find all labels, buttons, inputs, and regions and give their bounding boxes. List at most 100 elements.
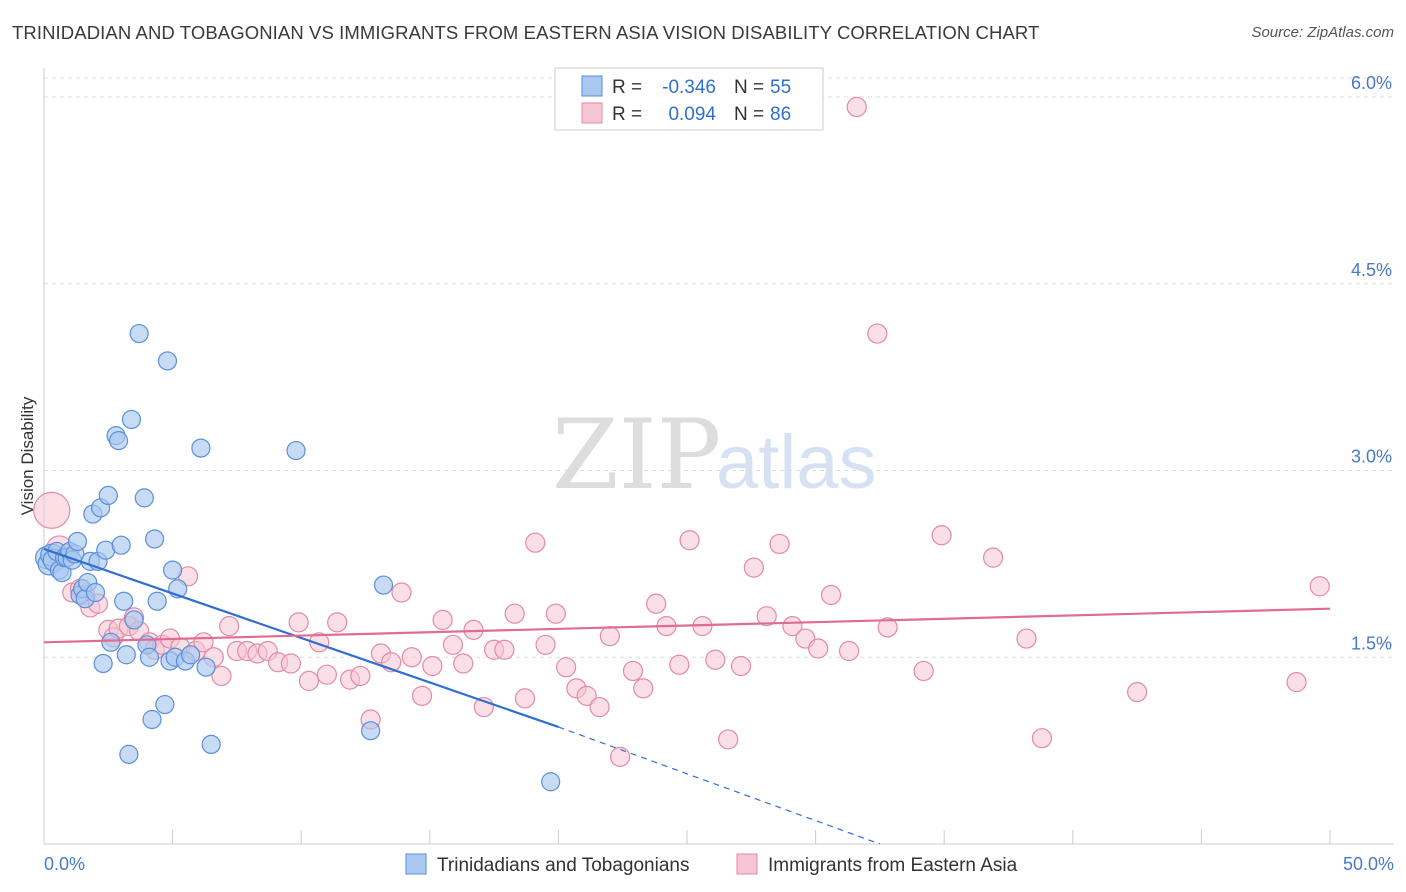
blue-point [111,535,131,555]
x-ticks [43,830,1331,844]
y-axis-label: Vision Disability [18,396,37,515]
pink-point [769,533,790,555]
pink-point [756,606,777,627]
blue-point [157,351,178,371]
bottom-legend: Trinidadians and Tobagonians Immigrants … [405,853,1018,876]
blue-point [541,772,561,792]
pink-point [730,655,752,677]
blue-point [286,440,306,461]
pink-point [1126,682,1148,703]
pink-point [982,547,1004,568]
pink-point [808,638,829,659]
pink-point [288,612,309,633]
pink-point [309,632,330,653]
pink-point [411,685,433,706]
pink-point [1031,728,1053,749]
y-tick-label: 6.0% [1351,73,1392,93]
legend-r-label-2: R = [612,104,642,125]
pink-point [422,655,443,677]
pink-point [782,616,803,637]
pink-point [610,746,631,767]
pink-point [718,729,739,750]
x-tick-label-max: 50.0% [1343,854,1394,874]
pink-point [442,634,464,655]
pink-point [525,532,546,553]
blue-point [93,653,113,674]
pink-point [669,654,690,675]
pink-point [316,664,338,685]
pink-point [401,647,422,668]
blue-point [163,560,183,580]
blue-point [191,438,211,458]
pink-point [432,609,453,631]
legend-n-label-2: N = [734,104,764,125]
legend-swatch-pink [581,102,603,124]
blue-point [119,744,139,764]
pink-point [219,616,240,637]
blue-point [361,721,381,741]
series-trinidadian-points [34,323,561,792]
blue-point [129,323,149,344]
y-tick-label: 4.5% [1351,260,1392,280]
pink-point [846,96,867,118]
pink-point [1016,628,1037,649]
pink-point [33,491,71,529]
pink-point [599,625,620,647]
pink-point [556,657,577,678]
pink-point [622,660,644,682]
pink-point [931,525,952,546]
blue-point [196,657,216,677]
pink-point [1309,576,1330,597]
blue-point [147,591,167,611]
blue-point [98,485,118,505]
pink-point [913,660,934,682]
blue-point [114,591,134,611]
pink-point [743,557,764,578]
bottom-legend-label-2: Immigrants from Eastern Asia [768,855,1018,876]
pink-point [280,653,302,674]
blue-point [134,488,154,508]
pink-trend-line [43,607,1331,644]
legend-n-value-2: 86 [770,104,791,125]
y-tick-labels: 1.5% 3.0% 4.5% 6.0% [1351,73,1392,653]
x-tick-label-min: 0.0% [44,854,85,874]
pink-point [679,530,700,551]
blue-point [67,531,88,552]
legend-swatch-blue [581,75,603,97]
bottom-legend-label-1: Trinidadians and Tobagonians [437,855,689,876]
pink-point [838,640,860,662]
pink-point [391,582,412,603]
legend-r-value-1: -0.346 [662,77,716,98]
pink-point [453,653,474,674]
pink-point [298,670,320,692]
legend-n-value-1: 55 [770,77,791,98]
pink-point [545,603,566,624]
blue-point [181,645,201,665]
bottom-legend-swatch-blue [405,853,427,875]
blue-trend-extension [558,726,881,845]
pink-point [646,593,667,614]
blue-trend-line [43,547,559,729]
pink-point [211,665,232,687]
source-label: Source: ZipAtlas.com [1251,24,1394,41]
pink-point [589,696,610,718]
legend-box: R = -0.346 N = 55 R = 0.094 N = 86 [554,67,824,131]
pink-point [576,685,597,706]
pink-point [867,323,888,344]
pink-point [877,617,898,638]
blue-point [144,529,165,549]
blue-point [101,632,121,652]
blue-point [121,409,142,430]
blue-point [116,645,136,665]
pink-point [327,612,348,633]
blue-point [85,582,106,603]
legend-r-value-2: 0.094 [668,104,716,125]
pink-point [494,639,515,660]
pink-point [514,688,536,709]
grid-lines [44,77,1394,658]
blue-point [139,647,160,667]
legend-r-label-1: R = [612,77,642,98]
pink-point [820,584,842,606]
pink-point [535,634,556,655]
